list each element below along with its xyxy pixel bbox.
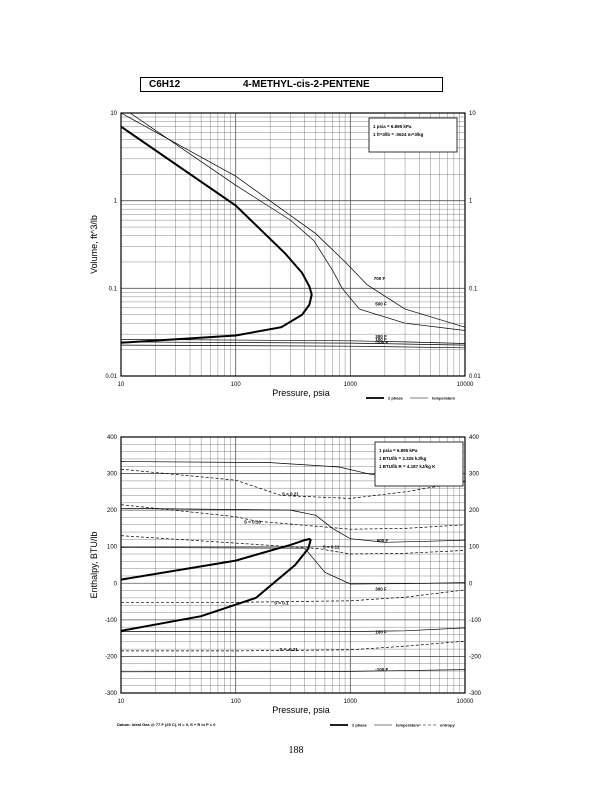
temperature-line <box>129 112 466 331</box>
plot-frame <box>120 436 466 694</box>
entropy-line <box>120 468 466 499</box>
x-tick-label: 10 <box>118 382 125 388</box>
y-tick-label: -300 <box>105 691 118 697</box>
enthalpy-chart: 10 100 1000 10000 -300 -300 -200 -200 -100 -100 0 0… <box>89 435 482 728</box>
y-tick-label: 400 <box>107 435 118 441</box>
y-tick-label: 0.1 <box>109 286 118 292</box>
x-axis-label: Pressure, psia <box>272 388 330 398</box>
x-tick-label: 10000 <box>457 382 474 388</box>
y-tick-label-right: 0.1 <box>469 286 478 292</box>
temperature-label: -100 F <box>375 667 388 672</box>
y-tick-label-right: 0.01 <box>469 374 481 380</box>
y-axis-label: Volume, ft^3/lb <box>89 215 99 274</box>
entropy-label: S = 0.21 <box>282 492 299 497</box>
y-tick-label-right: 300 <box>469 472 480 478</box>
temperature-label: 300 F <box>375 334 387 339</box>
x-tick-label: 100 <box>231 382 242 388</box>
y-tick-label-right: 200 <box>469 508 480 514</box>
temperature-line <box>120 338 466 344</box>
y-tick-label-right: -100 <box>469 618 482 624</box>
y-tick-label: 10 <box>110 111 117 117</box>
legend-label: temperature <box>432 396 456 401</box>
info-box-line: 1 psia = 6.895 kPa <box>373 124 412 129</box>
info-box <box>374 441 464 487</box>
x-tick-label: 1000 <box>344 699 358 705</box>
x-tick-label: 10000 <box>457 699 474 705</box>
info-box-line: 1 ft^3/lb = .0624 m^3/kg <box>373 132 424 137</box>
temperature-label: 100 F <box>375 629 387 634</box>
y-tick-label: 300 <box>107 472 118 478</box>
temperature-line <box>120 112 466 328</box>
y-tick-label-right: 0 <box>469 581 473 587</box>
temperature-label: 700 F <box>374 276 386 281</box>
y-tick-label-right: 10 <box>469 111 476 117</box>
x-tick-label: 10 <box>118 699 125 705</box>
y-tick-label-right: 100 <box>469 545 480 551</box>
entropy-label: S = 0.11 <box>323 545 340 550</box>
temperature-line <box>121 627 466 632</box>
page-number: 188 <box>288 745 304 756</box>
info-box <box>368 117 458 153</box>
x-axis-label: Pressure, psia <box>272 705 330 715</box>
temperature-label: 100 F <box>375 337 387 342</box>
x-tick-label: 1000 <box>344 382 358 388</box>
two-phase-envelope <box>120 537 312 632</box>
volume-chart: 10 100 1000 10000 0.01 0.01 0.1 0.1 1 1 10 10 Pressu… <box>89 111 481 401</box>
chemical-formula: C6H12 <box>149 79 181 90</box>
two-phase-envelope <box>120 125 313 344</box>
datum-footnote: Datum: Ideal Gas @ 77 F (25 C), H = 0, S… <box>117 722 216 727</box>
legend-label: entropy <box>440 723 455 728</box>
legend-label: 2 phase <box>388 396 404 401</box>
y-tick-label: 0.01 <box>105 374 117 380</box>
temperature-line <box>120 507 466 543</box>
y-tick-label: 100 <box>107 545 118 551</box>
temperature-line <box>120 669 466 673</box>
legend-label: temperature <box>396 723 420 728</box>
y-tick-label: 0 <box>114 581 118 587</box>
entropy-line <box>121 589 466 603</box>
temperature-label: 500 F <box>375 301 387 306</box>
temperature-line <box>120 344 466 349</box>
entropy-label: S = 0.16 <box>244 520 261 525</box>
info-box-line: 1 BTU/lb = 2.326 kJ/kg <box>379 456 427 461</box>
temperature-line <box>120 547 466 585</box>
entropy-line <box>120 504 466 530</box>
y-tick-label: -100 <box>105 618 118 624</box>
y-tick-label-right: -200 <box>469 654 482 660</box>
entropy-line <box>121 640 466 652</box>
entropy-label: S = -0.21 <box>279 647 298 652</box>
y-tick-label-right: 1 <box>469 199 473 205</box>
grid <box>121 113 465 376</box>
legend-label: 2 phase <box>352 723 368 728</box>
temperature-label: 300 F <box>375 587 387 592</box>
y-axis-label: Enthalpy, BTU/lb <box>89 532 99 599</box>
entropy-line <box>120 535 466 555</box>
chart-header: C6H12 4-METHYL-cis-2-PENTENE <box>140 77 443 92</box>
y-tick-label: 1 <box>114 199 118 205</box>
entropy-label: S = 0.1 <box>274 600 289 605</box>
y-tick-label-right: -300 <box>469 691 482 697</box>
y-tick-label: -200 <box>105 654 118 660</box>
compound-name: 4-METHYL-cis-2-PENTENE <box>243 79 370 90</box>
x-tick-label: 100 <box>231 699 242 705</box>
plot-frame <box>120 112 466 377</box>
temperature-label: 500 F <box>377 538 389 543</box>
grid <box>121 437 465 693</box>
y-tick-label: 200 <box>107 508 118 514</box>
info-box-line: 1 psia = 6.895 kPa <box>379 448 418 453</box>
y-tick-label-right: 400 <box>469 435 480 441</box>
temperature-line <box>120 341 466 346</box>
temperature-label: -100 F <box>375 340 388 345</box>
info-box-line: 1 BTU/lb R = 4.187 kJ/kg K <box>379 464 436 469</box>
